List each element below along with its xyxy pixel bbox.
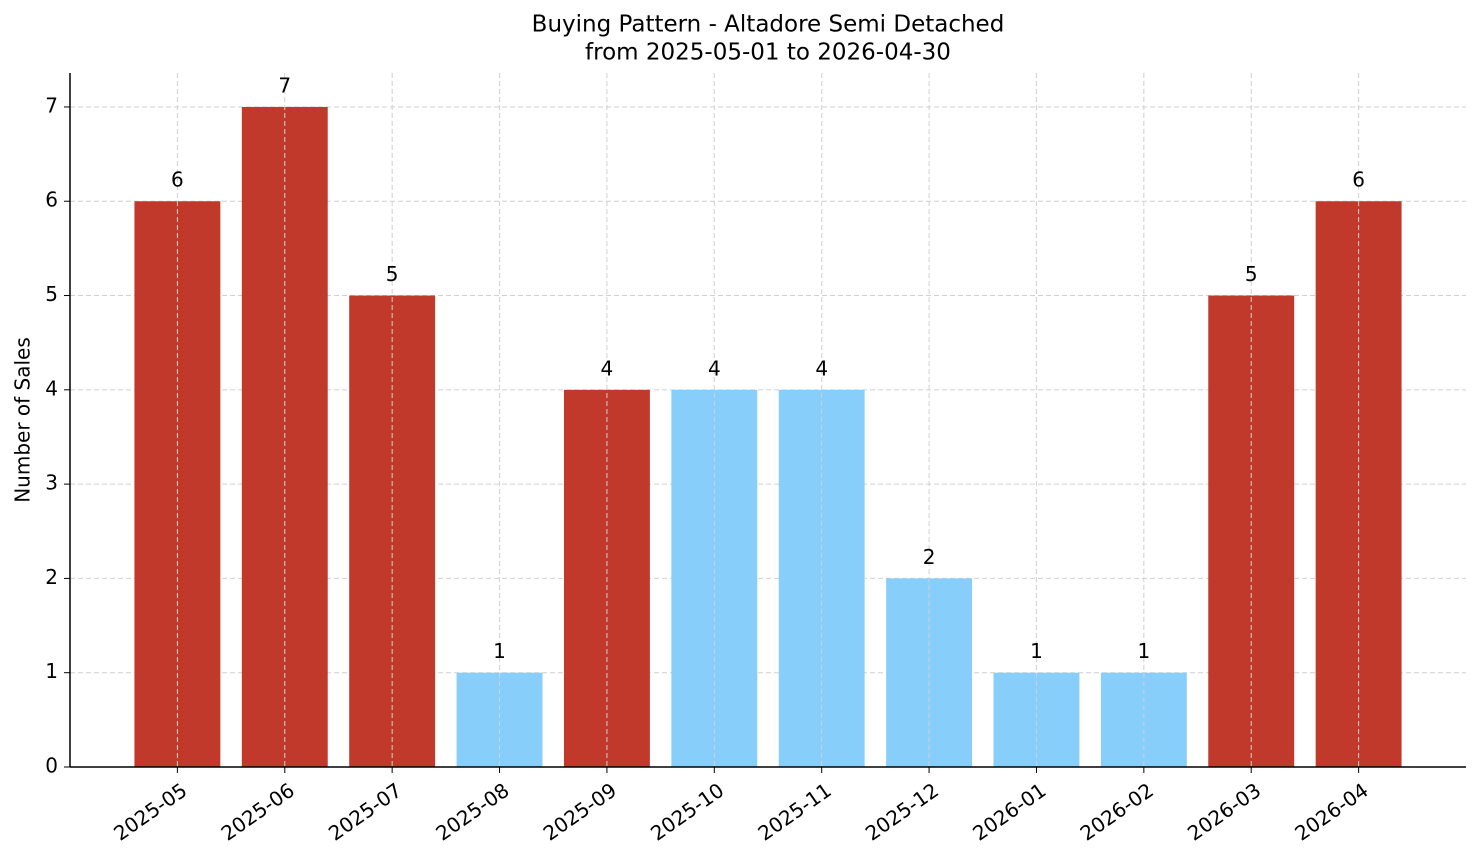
bar [993,672,1080,767]
value-label: 5 [1245,262,1258,286]
value-label: 4 [708,356,721,380]
x-tick-label: 2025-08 [431,778,513,846]
bar [456,672,543,767]
y-tick-label: 0 [45,754,58,778]
x-tick-label: 2025-12 [861,778,943,846]
chart-title: Buying Pattern - Altadore Semi Detached [532,12,1005,38]
x-tick-label: 2026-02 [1076,778,1158,846]
value-label: 4 [601,356,614,380]
value-label: 1 [493,639,506,663]
value-label: 7 [278,73,291,97]
x-tick-label: 2025-07 [324,778,406,846]
y-tick-label: 3 [45,471,58,495]
bar [1100,672,1187,767]
x-tick-label: 2025-10 [646,778,728,846]
x-tick-label: 2025-09 [539,778,621,846]
y-axis-label: Number of Sales [11,337,35,503]
value-label: 4 [815,356,828,380]
x-tick-label: 2026-04 [1290,778,1372,846]
y-tick-label: 7 [45,93,58,117]
value-label: 6 [1352,168,1365,192]
y-tick-label: 6 [45,188,58,212]
x-tick-label: 2025-06 [217,778,299,846]
x-tick-label: 2026-03 [1183,778,1265,846]
value-label: 2 [923,545,936,569]
chart-subtitle: from 2025-05-01 to 2026-04-30 [585,40,951,66]
x-tick-label: 2025-05 [109,778,191,846]
y-tick-label: 5 [45,282,58,306]
x-tick-label: 2025-11 [753,778,835,846]
value-label: 1 [1137,639,1150,663]
x-tick-label: 2026-01 [968,778,1050,846]
value-label: 5 [386,262,399,286]
value-label: 6 [171,168,184,192]
value-label: 1 [1030,639,1043,663]
y-tick-label: 4 [45,376,58,400]
y-tick-label: 2 [45,565,58,589]
y-tick-label: 1 [45,659,58,683]
